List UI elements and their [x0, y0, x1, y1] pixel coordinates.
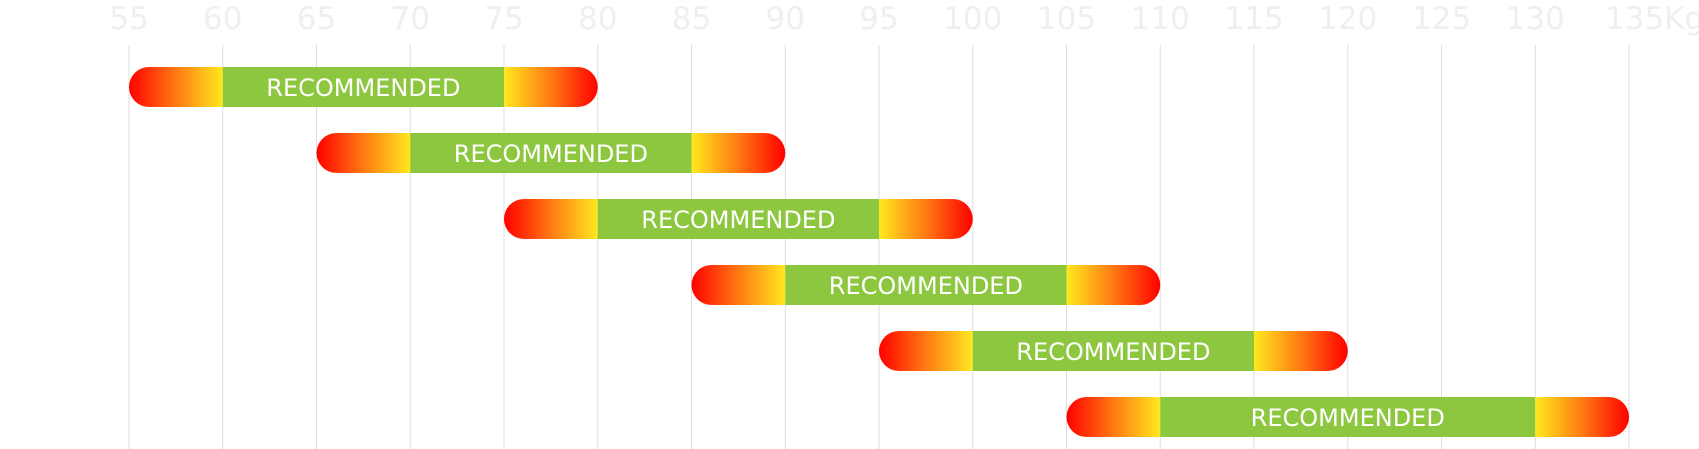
high-edge-segment [504, 67, 598, 107]
range-bar: RECOMMENDED [129, 67, 598, 107]
recommended-label: RECOMMENDED [1251, 404, 1445, 432]
high-edge-segment [879, 199, 973, 239]
recommended-label: RECOMMENDED [641, 206, 835, 234]
x-tick-label: 55 [109, 1, 148, 37]
range-bar: RECOMMENDED [879, 331, 1348, 371]
recommended-segment [222, 67, 504, 107]
high-edge-segment [1254, 331, 1348, 371]
low-edge-segment [1066, 397, 1161, 437]
recommended-segment [1160, 397, 1536, 437]
high-edge-segment [691, 133, 786, 173]
x-tick-label: 120 [1318, 1, 1377, 37]
x-tick-label: 135Kg [1605, 1, 1699, 37]
recommended-segment [972, 331, 1254, 371]
range-bar: RECOMMENDED [691, 265, 1161, 305]
x-tick-label: 100 [943, 1, 1002, 37]
x-tick-label: 80 [578, 1, 617, 37]
low-edge-segment [129, 67, 223, 107]
range-bar: RECOMMENDED [1066, 397, 1629, 437]
x-tick-label: 110 [1131, 1, 1190, 37]
low-edge-segment [316, 133, 411, 173]
x-tick-label: 130 [1506, 1, 1565, 37]
recommended-label: RECOMMENDED [266, 74, 460, 102]
recommended-segment [785, 265, 1067, 305]
x-tick-label: 85 [672, 1, 711, 37]
low-edge-segment [504, 199, 598, 239]
recommended-segment [410, 133, 692, 173]
x-tick-label: 90 [766, 1, 805, 37]
x-tick-label: 60 [203, 1, 242, 37]
recommended-label: RECOMMENDED [829, 272, 1023, 300]
high-edge-segment [1535, 397, 1629, 437]
x-tick-label: 95 [859, 1, 898, 37]
low-edge-segment [691, 265, 786, 305]
x-tick-label: 70 [391, 1, 430, 37]
x-tick-label: 115 [1224, 1, 1283, 37]
low-edge-segment [879, 331, 973, 371]
x-tick-label: 105 [1037, 1, 1096, 37]
recommended-segment [597, 199, 879, 239]
high-edge-segment [1066, 265, 1161, 305]
x-tick-label: 125 [1412, 1, 1471, 37]
x-tick-label: 75 [484, 1, 523, 37]
recommended-label: RECOMMENDED [1016, 338, 1210, 366]
x-tick-label: 65 [297, 1, 336, 37]
range-bar: RECOMMENDED [316, 133, 786, 173]
range-bar: RECOMMENDED [504, 199, 973, 239]
recommended-label: RECOMMENDED [454, 140, 648, 168]
